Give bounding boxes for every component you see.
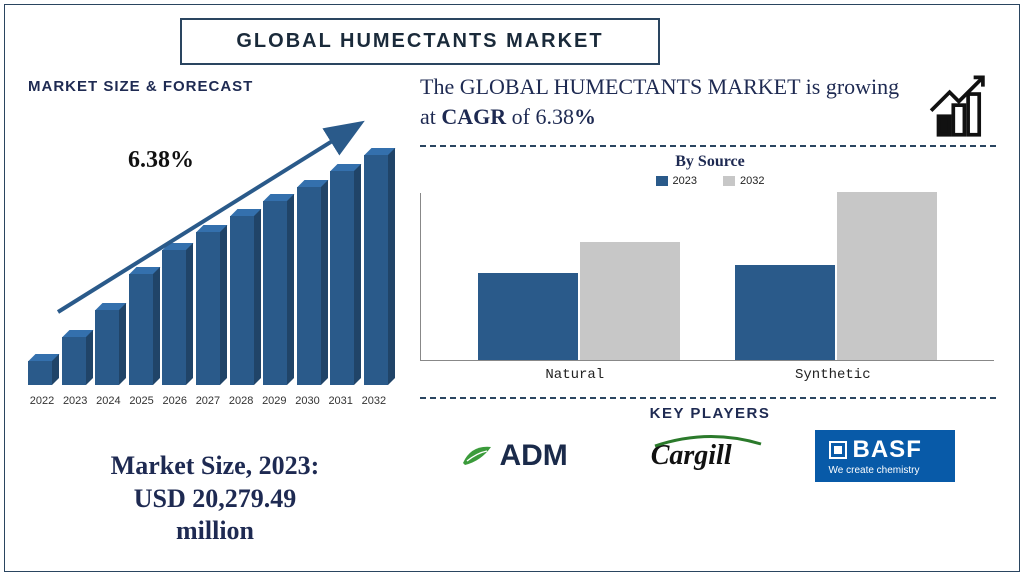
divider-top: [420, 145, 996, 147]
tagline-text: The GLOBAL HUMECTANTS MARKET is growing …: [420, 72, 900, 131]
forecast-bar: [196, 232, 220, 385]
forecast-year-label: 2032: [360, 395, 388, 407]
by-source-chart: [420, 193, 994, 361]
source-bar-2032: [837, 192, 937, 360]
cargill-swoosh-icon: [653, 434, 763, 448]
page-title: GLOBAL HUMECTANTS MARKET: [180, 18, 660, 65]
legend-label-2023: 2023: [673, 175, 697, 187]
market-size-line1: Market Size, 2023:: [50, 450, 380, 483]
source-bar-2023: [735, 265, 835, 360]
forecast-year-label: 2030: [294, 395, 322, 407]
by-source-xlabels: Natural Synthetic: [420, 363, 996, 383]
tagline-pct: %: [574, 104, 596, 129]
forecast-panel: MARKET SIZE & FORECAST 20222023202420252…: [28, 78, 398, 407]
legend-item-2032: 2032: [723, 175, 764, 187]
forecast-bar: [162, 250, 186, 385]
logo-adm: ADM: [461, 439, 567, 473]
market-size-line3: million: [50, 515, 380, 548]
growth-chart-icon: [920, 70, 994, 144]
forecast-bar: [364, 155, 388, 385]
by-source-title: By Source: [420, 153, 1000, 171]
adm-leaf-icon: [461, 441, 495, 471]
forecast-bar: [28, 361, 52, 385]
legend-item-2023: 2023: [656, 175, 697, 187]
forecast-year-label: 2028: [227, 395, 255, 407]
forecast-year-label: 2025: [128, 395, 156, 407]
source-bar-2023: [478, 273, 578, 361]
forecast-year-label: 2027: [194, 395, 222, 407]
tagline-strong2: CAGR: [441, 104, 506, 129]
logo-cargill: Cargill: [651, 440, 732, 472]
forecast-year-label: 2026: [161, 395, 189, 407]
by-source-legend: 2023 2032: [420, 175, 1000, 187]
source-category-label: Natural: [545, 367, 604, 383]
tagline-pre: The: [420, 74, 460, 99]
forecast-bar-chart: 2022 2023 2024 2025 2026 2027 2028 2029 2030 2031…: [28, 107, 388, 407]
logo-adm-text: ADM: [499, 439, 567, 473]
growth-rate-label: 6.38%: [128, 147, 194, 174]
forecast-year-label: 2031: [327, 395, 355, 407]
key-players-logos: ADM Cargill BASF We create chemistry: [420, 430, 996, 482]
source-group: [478, 242, 680, 361]
source-category-label: Synthetic: [795, 367, 871, 383]
legend-label-2032: 2032: [740, 175, 764, 187]
forecast-bar: [297, 187, 321, 385]
basf-square-icon: [829, 441, 847, 459]
forecast-bar: [230, 216, 254, 385]
logo-basf-tagline: We create chemistry: [829, 466, 941, 476]
forecast-year-label: 2024: [94, 395, 122, 407]
logo-basf-text: BASF: [853, 438, 922, 462]
forecast-heading: MARKET SIZE & FORECAST: [28, 78, 398, 95]
forecast-bar: [129, 274, 153, 385]
source-bar-2032: [580, 242, 680, 361]
tagline-strong1: GLOBAL HUMECTANTS MARKET: [460, 74, 800, 99]
forecast-bar: [263, 201, 287, 385]
logo-basf: BASF We create chemistry: [815, 430, 955, 482]
forecast-year-label: 2023: [61, 395, 89, 407]
forecast-year-label: 2029: [260, 395, 288, 407]
tagline-after: of 6.38: [506, 104, 574, 129]
right-panel: The GLOBAL HUMECTANTS MARKET is growing …: [420, 72, 1000, 482]
source-group: [735, 192, 937, 360]
market-size-line2: USD 20,279.49: [50, 483, 380, 516]
forecast-bar: [330, 171, 354, 385]
forecast-bar: [95, 310, 119, 385]
key-players-title: KEY PLAYERS: [420, 405, 1000, 422]
forecast-year-label: 2022: [28, 395, 56, 407]
divider-bottom: [420, 397, 996, 399]
forecast-bar: [62, 337, 86, 385]
market-size-callout: Market Size, 2023: USD 20,279.49 million: [50, 450, 380, 548]
